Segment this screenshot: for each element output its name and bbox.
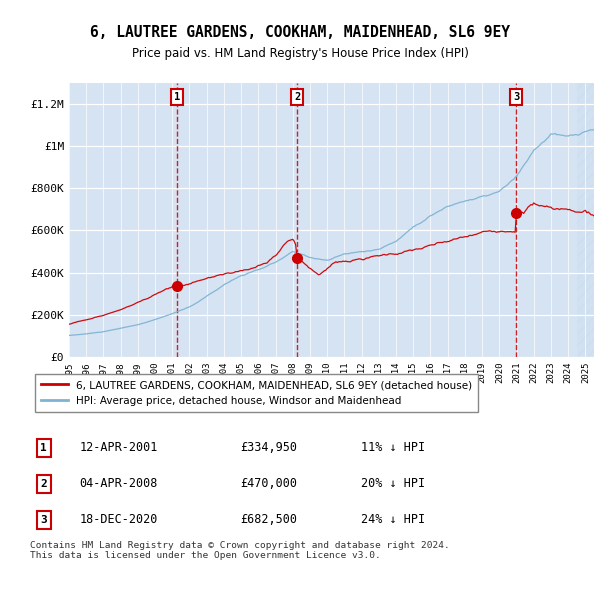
- Bar: [177, 83, 297, 357]
- Text: 3: 3: [40, 514, 47, 525]
- Text: 04-APR-2008: 04-APR-2008: [80, 477, 158, 490]
- Text: 24% ↓ HPI: 24% ↓ HPI: [361, 513, 425, 526]
- Text: 1: 1: [40, 443, 47, 453]
- Text: 18-DEC-2020: 18-DEC-2020: [80, 513, 158, 526]
- Legend: 6, LAUTREE GARDENS, COOKHAM, MAIDENHEAD, SL6 9EY (detached house), HPI: Average : 6, LAUTREE GARDENS, COOKHAM, MAIDENHEAD,…: [35, 374, 478, 412]
- Text: Price paid vs. HM Land Registry's House Price Index (HPI): Price paid vs. HM Land Registry's House …: [131, 47, 469, 60]
- Text: Contains HM Land Registry data © Crown copyright and database right 2024.
This d: Contains HM Land Registry data © Crown c…: [30, 541, 450, 560]
- Text: 12-APR-2001: 12-APR-2001: [80, 441, 158, 454]
- Text: £470,000: £470,000: [240, 477, 297, 490]
- Text: £682,500: £682,500: [240, 513, 297, 526]
- Bar: [516, 83, 577, 357]
- Bar: [297, 83, 516, 357]
- Bar: [69, 83, 177, 357]
- Text: 2: 2: [40, 479, 47, 489]
- Text: 20% ↓ HPI: 20% ↓ HPI: [361, 477, 425, 490]
- Text: 1: 1: [174, 92, 180, 102]
- Text: £334,950: £334,950: [240, 441, 297, 454]
- Bar: [577, 83, 594, 357]
- Text: 11% ↓ HPI: 11% ↓ HPI: [361, 441, 425, 454]
- Text: 6, LAUTREE GARDENS, COOKHAM, MAIDENHEAD, SL6 9EY: 6, LAUTREE GARDENS, COOKHAM, MAIDENHEAD,…: [90, 25, 510, 40]
- Text: 3: 3: [513, 92, 519, 102]
- Text: 2: 2: [294, 92, 301, 102]
